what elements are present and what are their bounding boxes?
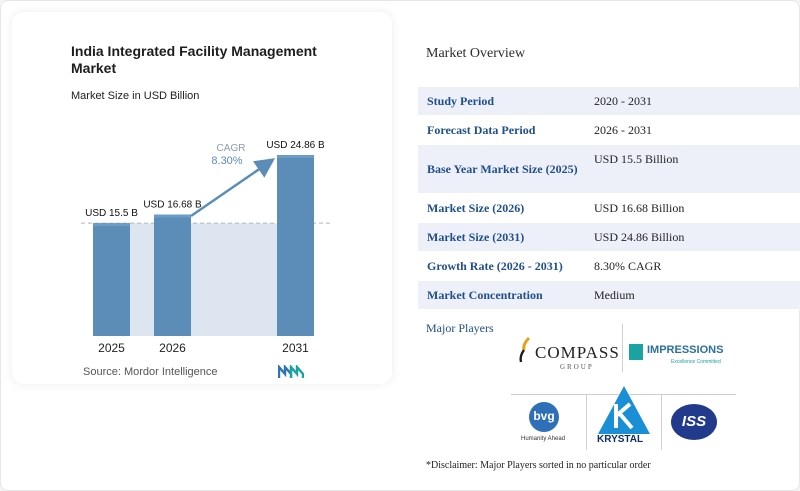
x-tick-label: 2025 — [98, 341, 125, 355]
impressions-sub: Excellence Committed — [671, 359, 721, 365]
row-value: USD 16.68 Billion — [594, 200, 685, 215]
source-note: Source: Mordor Intelligence — [83, 366, 218, 378]
table-row: Base Year Market Size (2025) USD 15.5 Bi… — [418, 145, 800, 194]
impressions-icon — [629, 344, 643, 360]
krystal-icon — [598, 386, 650, 434]
table-row: Growth Rate (2026 - 2031) 8.30% CAGR — [418, 252, 800, 281]
table-row: Forecast Data Period 2026 - 2031 — [418, 116, 800, 145]
impressions-logo: IMPRESSIONS Excellence Committed — [629, 342, 736, 372]
compass-group-logo: COMPASS GROUP — [515, 336, 620, 376]
bar-top — [277, 155, 314, 158]
impressions-wordmark: IMPRESSIONS — [647, 344, 724, 356]
iss-logo: ISS — [671, 404, 719, 444]
bar-top — [154, 214, 191, 218]
cagr-label: CAGR — [217, 143, 246, 154]
bar-chart: USD 15.5 B 2025 USD 16.68 B 2026 USD 24.86 B… — [81, 140, 331, 355]
bvg-sub: Humanity Ahead — [521, 436, 566, 442]
table-row: Market Concentration Medium — [418, 281, 800, 310]
row-value: 8.30% CAGR — [594, 258, 662, 273]
row-value: 2026 - 2031 — [594, 122, 652, 137]
overview-table: Study Period 2020 - 2031 Forecast Data P… — [418, 87, 800, 310]
row-key: Base Year Market Size (2025) — [427, 161, 578, 176]
row-key: Forecast Data Period — [427, 122, 536, 137]
krystal-logo: KRYSTAL — [593, 384, 655, 450]
row-key: Market Size (2031) — [427, 229, 525, 244]
chart-subtitle: Market Size in USD Billion — [71, 90, 200, 102]
row-key: Market Size (2026) — [427, 200, 525, 215]
row-value: 2020 - 2031 — [594, 93, 652, 108]
chart-title: India Integrated Facility Management Mar… — [71, 43, 317, 76]
x-tick-label: 2026 — [159, 341, 186, 355]
table-row: Study Period 2020 - 2031 — [418, 87, 800, 116]
divider — [622, 324, 623, 372]
row-value: USD 24.86 Billion — [594, 229, 685, 244]
bvg-mark: bvg — [529, 402, 559, 432]
row-value: Medium — [594, 287, 635, 302]
bar — [277, 155, 314, 336]
krystal-wordmark: KRYSTAL — [597, 434, 644, 445]
bar — [93, 223, 130, 336]
cagr-arrow — [190, 158, 276, 218]
bar-top — [93, 223, 130, 227]
row-key: Study Period — [427, 93, 495, 108]
divider — [586, 394, 587, 450]
data-label: USD 24.86 B — [266, 140, 325, 151]
bvg-logo: bvg Humanity Ahead — [521, 402, 571, 448]
overview-title: Market Overview — [426, 46, 526, 61]
compass-wordmark: COMPASS — [535, 343, 620, 362]
row-value: USD 15.5 Billion — [594, 152, 679, 166]
major-players-title: Major Players — [426, 321, 494, 335]
table-row: Market Size (2031) USD 24.86 Billion — [418, 223, 800, 252]
bar — [154, 214, 191, 336]
cagr-value: 8.30% — [211, 155, 242, 167]
iss-mark: ISS — [671, 404, 717, 440]
compass-sub: GROUP — [560, 363, 594, 371]
data-label: USD 15.5 B — [85, 208, 138, 219]
divider — [661, 394, 662, 450]
table-row: Market Size (2026) USD 16.68 Billion — [418, 194, 800, 223]
data-label: USD 16.68 B — [143, 200, 202, 211]
x-tick-label: 2031 — [282, 341, 309, 355]
disclaimer: *Disclaimer: Major Players sorted in no … — [426, 460, 651, 471]
row-key: Market Concentration — [427, 287, 543, 302]
mordor-intelligence-logo-icon — [278, 365, 304, 378]
compass-icon — [519, 336, 531, 363]
major-players-grid: COMPASS GROUP IMPRESSIONS Excellence Com… — [511, 324, 736, 454]
row-key: Growth Rate (2026 - 2031) — [427, 258, 563, 273]
